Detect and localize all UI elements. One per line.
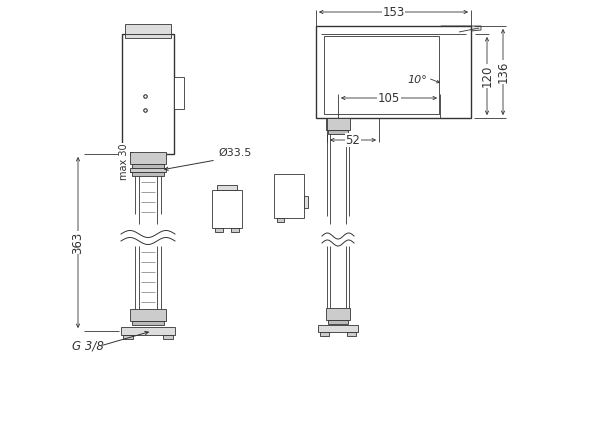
Bar (130, 152, 166, 164)
Bar (217, 185, 237, 190)
Bar (277, 218, 284, 222)
Bar (212, 190, 242, 228)
Bar (130, 168, 166, 172)
Bar (316, 26, 471, 118)
Bar (174, 77, 184, 109)
Bar (328, 320, 348, 324)
Bar (163, 335, 173, 339)
Text: 10°: 10° (407, 75, 427, 85)
Bar (318, 325, 358, 332)
Bar (215, 228, 223, 232)
Bar (326, 308, 350, 320)
Text: 153: 153 (382, 6, 404, 19)
Text: 105: 105 (378, 92, 400, 104)
Bar (122, 34, 174, 154)
Bar (328, 130, 348, 134)
Bar (326, 118, 350, 130)
Bar (324, 36, 439, 114)
Bar (274, 174, 304, 218)
Bar (347, 332, 356, 336)
Bar (125, 34, 171, 38)
Bar (121, 327, 175, 335)
Polygon shape (441, 26, 481, 34)
Text: G 3/8: G 3/8 (72, 340, 104, 352)
Text: 363: 363 (71, 232, 85, 254)
Bar (304, 196, 308, 208)
Bar (132, 164, 164, 168)
Text: max 30: max 30 (119, 144, 129, 180)
Bar (132, 321, 164, 325)
Bar (130, 309, 166, 321)
Text: Ø33.5: Ø33.5 (218, 148, 251, 158)
Bar (125, 24, 171, 34)
Bar (132, 172, 164, 176)
Bar (320, 332, 329, 336)
Text: 120: 120 (481, 65, 493, 87)
Bar (123, 335, 133, 339)
Bar (231, 228, 239, 232)
Text: 52: 52 (346, 134, 361, 147)
Text: 136: 136 (497, 61, 509, 83)
